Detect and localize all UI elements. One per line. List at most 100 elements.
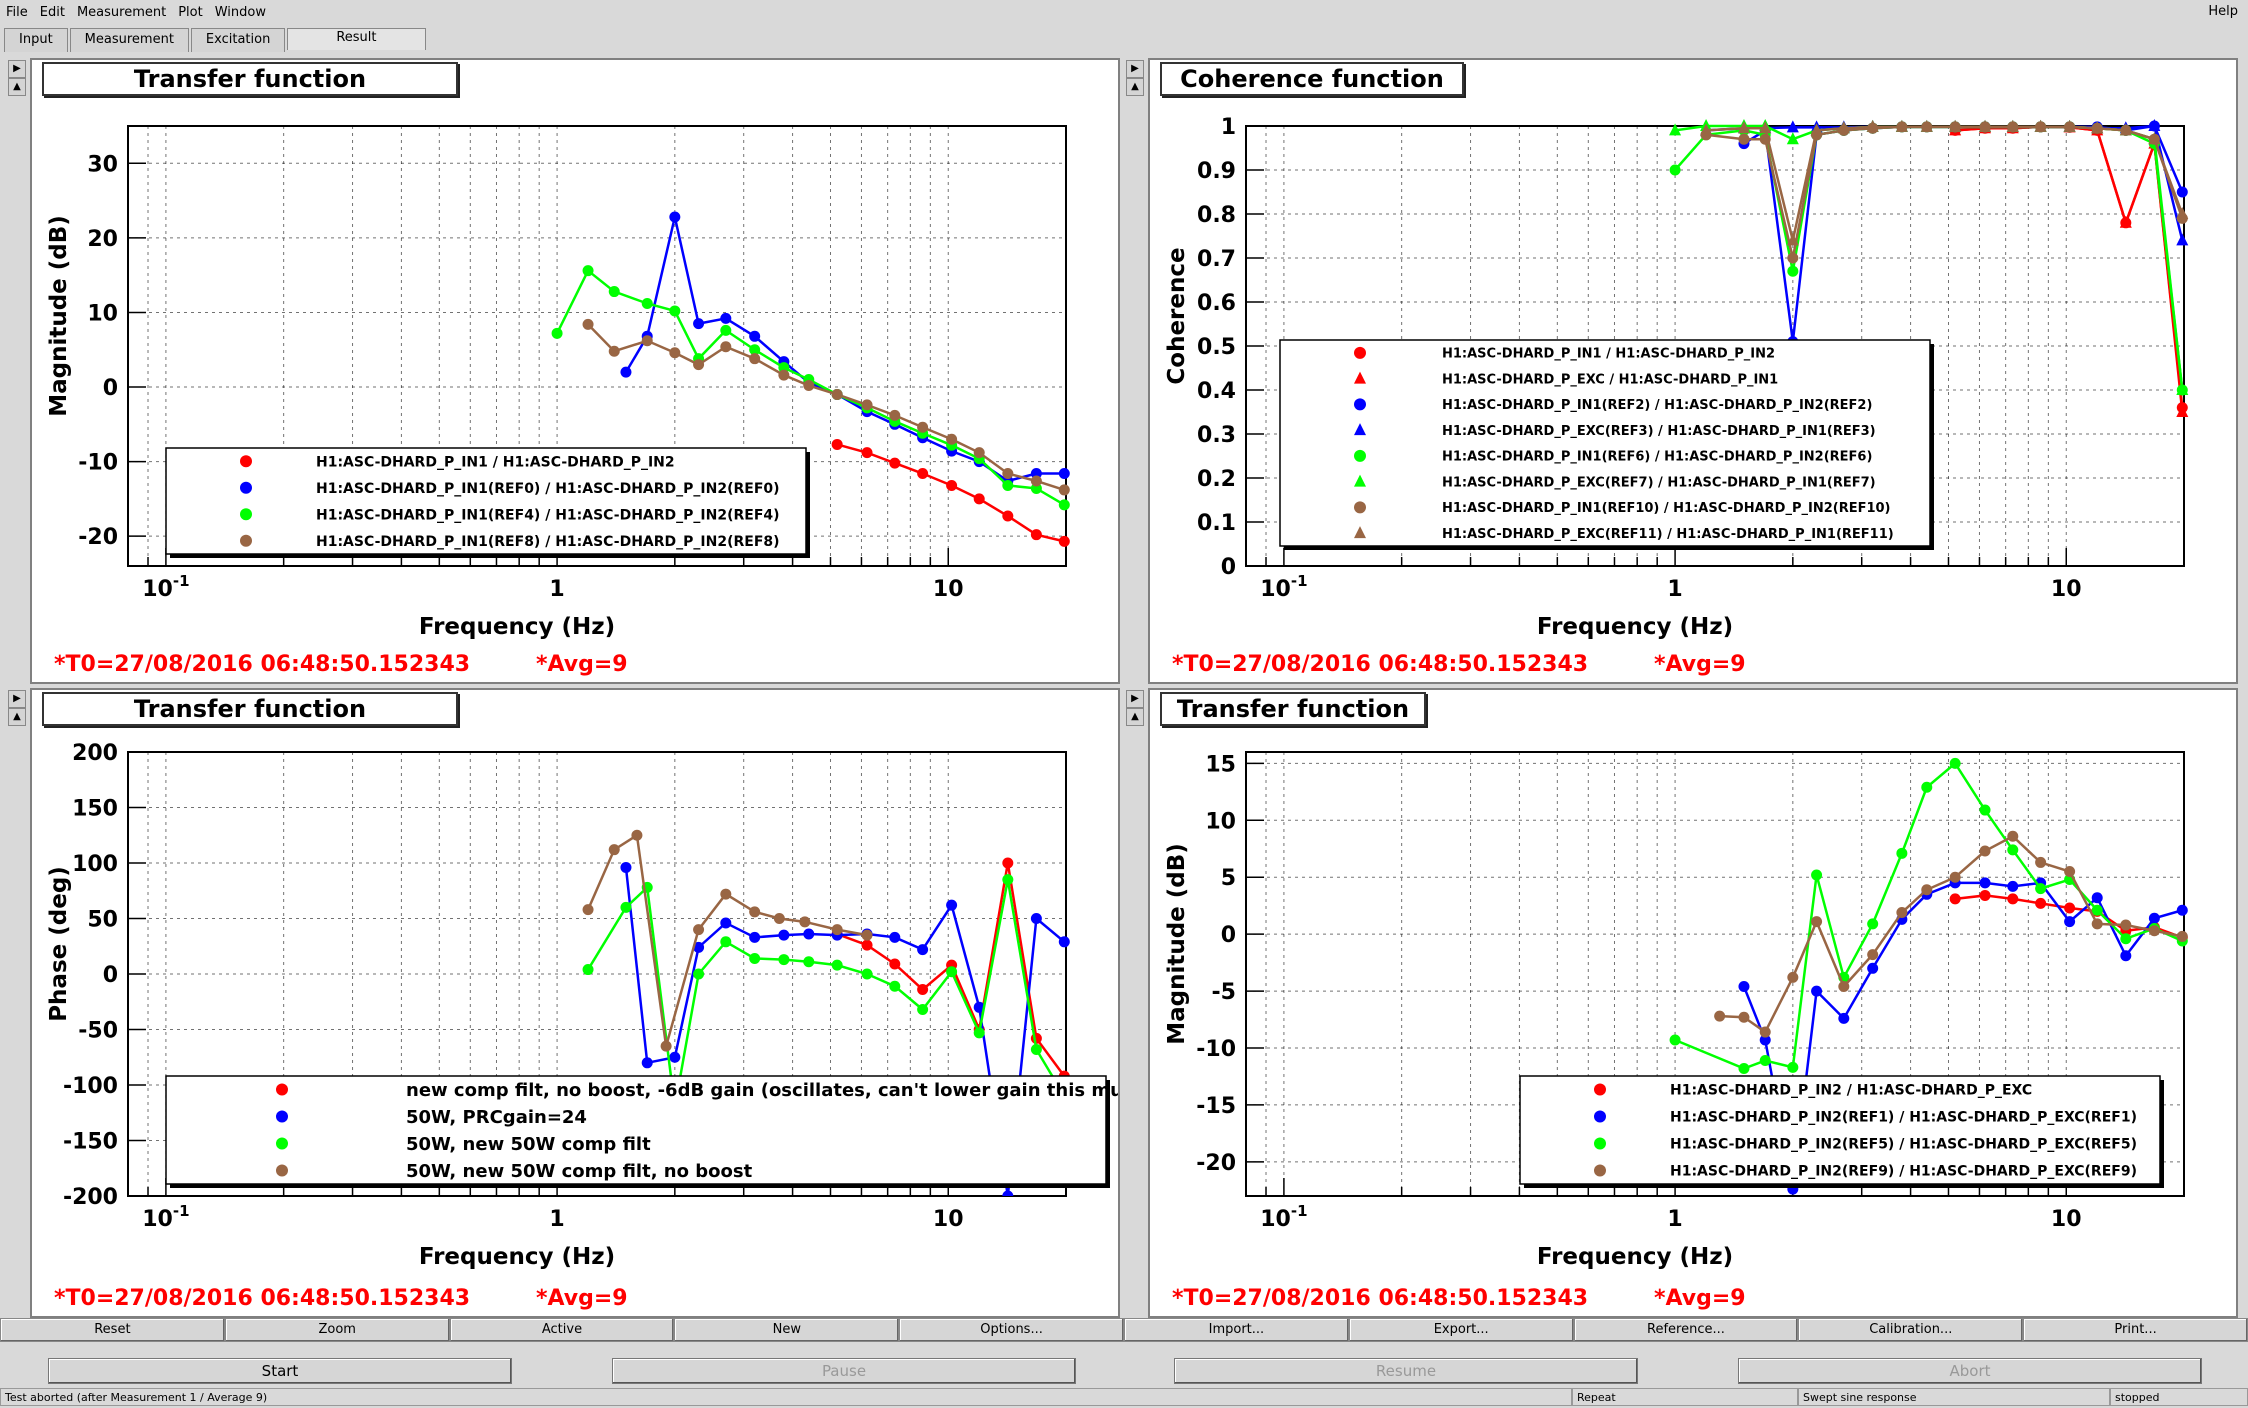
menu-plot[interactable]: Plot bbox=[178, 4, 203, 20]
data-point bbox=[1867, 918, 1879, 930]
reference-button[interactable]: Reference... bbox=[1573, 1318, 1799, 1342]
series-group bbox=[1669, 757, 2188, 1195]
plot-panel-3[interactable]: Transfer function -200 -150 -100 -50 0 50 100 1… bbox=[30, 688, 1120, 1318]
data-point bbox=[1837, 121, 1850, 134]
panel1-up-arrow-icon[interactable]: ▲ bbox=[8, 78, 26, 96]
legend-box bbox=[165, 1075, 1107, 1185]
menu-window[interactable]: Window bbox=[214, 4, 266, 20]
menu-edit[interactable]: Edit bbox=[39, 4, 65, 20]
data-point bbox=[1030, 913, 1042, 924]
resume-button[interactable]: Resume bbox=[1174, 1358, 1638, 1384]
x-tick-label: 10-1 bbox=[1260, 572, 1307, 602]
data-point bbox=[1786, 120, 1799, 133]
abort-button[interactable]: Abort bbox=[1738, 1358, 2202, 1384]
legend-label: H1:ASC-DHARD_P_IN1(REF6) / H1:ASC-DHARD_… bbox=[1442, 450, 1872, 465]
y-tick-label: 0.2 bbox=[1197, 467, 1236, 492]
tab-input[interactable]: Input bbox=[4, 28, 68, 52]
x-tick-label: 10-1 bbox=[142, 572, 189, 602]
data-point bbox=[946, 433, 958, 445]
data-point bbox=[1811, 916, 1823, 928]
data-point bbox=[831, 924, 843, 936]
data-point bbox=[1896, 907, 1908, 919]
data-point bbox=[1058, 468, 1070, 480]
export-button[interactable]: Export... bbox=[1348, 1318, 1574, 1342]
legend-marker bbox=[1354, 501, 1366, 514]
transfer-magnitude-chart: -20 -10 0 10 20 30 10-1 1 10 Frequency (Hz) Magnit… bbox=[46, 125, 1070, 640]
data-point bbox=[749, 330, 761, 342]
panel2-right-arrow-icon[interactable]: ▶ bbox=[1126, 60, 1144, 78]
x-tick-label: 1 bbox=[549, 1207, 564, 1232]
import-button[interactable]: Import... bbox=[1123, 1318, 1349, 1342]
legend-marker bbox=[1594, 1083, 1606, 1096]
menu-file[interactable]: File bbox=[6, 4, 28, 20]
data-point bbox=[608, 844, 620, 856]
panel-title: Transfer function bbox=[1160, 692, 1426, 726]
y-tick-label: 0 bbox=[103, 963, 118, 988]
panel2-up-arrow-icon[interactable]: ▲ bbox=[1126, 78, 1144, 96]
panel3-right-arrow-icon[interactable]: ▶ bbox=[8, 690, 26, 708]
y-tick-label: -10 bbox=[1196, 1037, 1236, 1062]
menu-help[interactable]: Help bbox=[2208, 4, 2238, 19]
data-point bbox=[1867, 962, 1879, 974]
panel3-up-arrow-icon[interactable]: ▲ bbox=[8, 708, 26, 726]
pause-button[interactable]: Pause bbox=[612, 1358, 1076, 1384]
data-point bbox=[1058, 936, 1070, 948]
start-button[interactable]: Start bbox=[48, 1358, 512, 1384]
data-point bbox=[1979, 889, 1991, 901]
x-tick-label: 1 bbox=[1667, 1207, 1682, 1232]
x-axis-label: Frequency (Hz) bbox=[1537, 614, 1733, 640]
x-tick-label: 10 bbox=[2051, 1207, 2082, 1232]
legend-label: H1:ASC-DHARD_P_IN1 / H1:ASC-DHARD_P_IN2 bbox=[316, 454, 675, 470]
y-tick-label: -15 bbox=[1196, 1094, 1236, 1119]
data-point bbox=[720, 888, 732, 900]
data-point bbox=[1002, 857, 1014, 869]
series-group bbox=[1669, 119, 2189, 417]
data-point bbox=[1030, 475, 1042, 487]
plot-panel-4[interactable]: Transfer function -20 -15 -10 -5 0 5 10 15 10-1 1… bbox=[1148, 688, 2238, 1318]
tab-bar: Input Measurement Excitation Result bbox=[4, 28, 428, 52]
print-button[interactable]: Print... bbox=[2023, 1318, 2248, 1342]
options-button[interactable]: Options... bbox=[899, 1318, 1124, 1342]
y-tick-label: -200 bbox=[63, 1185, 118, 1210]
panel4-up-arrow-icon[interactable]: ▲ bbox=[1126, 708, 1144, 726]
t0-label: *T0=27/08/2016 06:48:50.152343 bbox=[1172, 1286, 1589, 1311]
legend-label: H1:ASC-DHARD_P_IN2(REF1) / H1:ASC-DHARD_… bbox=[1670, 1110, 2137, 1126]
data-point bbox=[2035, 856, 2047, 868]
active-button[interactable]: Active bbox=[449, 1318, 675, 1342]
panel4-right-arrow-icon[interactable]: ▶ bbox=[1126, 690, 1144, 708]
data-point bbox=[1759, 121, 1772, 134]
data-point bbox=[1030, 1043, 1042, 1055]
avg-label: *Avg=9 bbox=[1654, 652, 1746, 677]
data-point bbox=[641, 335, 653, 347]
data-point bbox=[973, 1027, 985, 1039]
tab-excitation[interactable]: Excitation bbox=[190, 28, 286, 52]
data-point bbox=[778, 929, 790, 941]
y-tick-label: 100 bbox=[72, 852, 118, 877]
panel1-right-arrow-icon[interactable]: ▶ bbox=[8, 60, 26, 78]
data-point bbox=[2064, 902, 2076, 914]
legend-label: H1:ASC-DHARD_P_IN1(REF8) / H1:ASC-DHARD_… bbox=[316, 534, 780, 550]
zoom-button[interactable]: Zoom bbox=[224, 1318, 450, 1342]
data-point bbox=[889, 958, 901, 970]
data-point bbox=[1979, 119, 1992, 132]
y-tick-label: 15 bbox=[1205, 752, 1236, 777]
reset-button[interactable]: Reset bbox=[0, 1318, 225, 1342]
data-point bbox=[1738, 981, 1750, 993]
phase-chart: -200 -150 -100 -50 0 50 100 150 200 10-1 1 10 Freque… bbox=[46, 741, 1118, 1270]
legend-label: H1:ASC-DHARD_P_EXC(REF7) / H1:ASC-DHARD_… bbox=[1442, 475, 1876, 490]
data-point bbox=[631, 829, 643, 841]
data-point bbox=[2007, 880, 2019, 892]
new-button[interactable]: New bbox=[674, 1318, 900, 1342]
calibration-button[interactable]: Calibration... bbox=[1798, 1318, 2024, 1342]
data-point bbox=[749, 906, 761, 918]
data-point bbox=[1787, 252, 1799, 264]
plot-panel-2[interactable]: Coherence function 0 0.1 0.2 0.3 0.4 0.5 0.6 0.… bbox=[1148, 58, 2238, 684]
legend-marker bbox=[1594, 1137, 1606, 1150]
tab-measurement[interactable]: Measurement bbox=[69, 28, 189, 52]
legend-marker bbox=[1594, 1164, 1606, 1177]
data-point bbox=[1669, 164, 1681, 176]
data-point bbox=[889, 931, 901, 943]
plot-panel-1[interactable]: Transfer function -20 -10 0 10 20 30 10-1 1 10 Fr… bbox=[30, 58, 1120, 684]
tab-result[interactable]: Result bbox=[287, 28, 426, 50]
menu-measurement[interactable]: Measurement bbox=[76, 4, 167, 20]
